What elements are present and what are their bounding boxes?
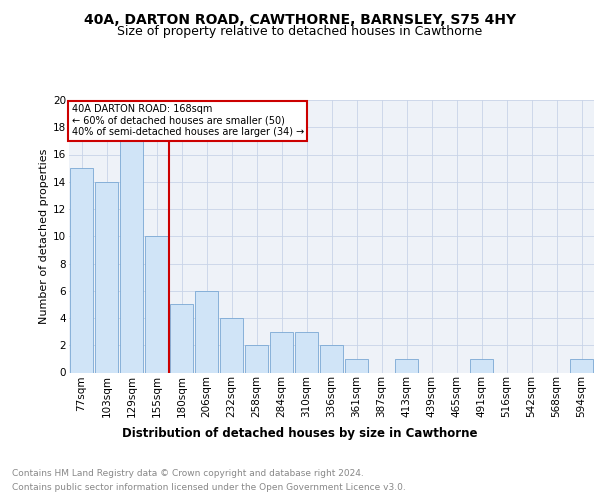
Text: Contains HM Land Registry data © Crown copyright and database right 2024.: Contains HM Land Registry data © Crown c… (12, 469, 364, 478)
Bar (95, 182, 118, 372)
Y-axis label: Number of detached properties: Number of detached properties (39, 148, 49, 324)
Bar (220, 318, 244, 372)
Bar (70, 168, 94, 372)
Bar (344, 359, 368, 372)
Bar (194, 291, 218, 372)
Bar (395, 359, 418, 372)
Bar (119, 141, 143, 372)
Text: 40A DARTON ROAD: 168sqm
← 60% of detached houses are smaller (50)
40% of semi-de: 40A DARTON ROAD: 168sqm ← 60% of detache… (71, 104, 304, 138)
Bar (145, 236, 169, 372)
Text: Contains public sector information licensed under the Open Government Licence v3: Contains public sector information licen… (12, 482, 406, 492)
Bar (295, 332, 319, 372)
Bar (170, 304, 193, 372)
Bar (320, 345, 343, 372)
Bar (269, 332, 293, 372)
Bar (245, 345, 268, 372)
Text: 40A, DARTON ROAD, CAWTHORNE, BARNSLEY, S75 4HY: 40A, DARTON ROAD, CAWTHORNE, BARNSLEY, S… (84, 12, 516, 26)
Text: Size of property relative to detached houses in Cawthorne: Size of property relative to detached ho… (118, 25, 482, 38)
Text: Distribution of detached houses by size in Cawthorne: Distribution of detached houses by size … (122, 428, 478, 440)
Bar (569, 359, 593, 372)
Bar (470, 359, 493, 372)
